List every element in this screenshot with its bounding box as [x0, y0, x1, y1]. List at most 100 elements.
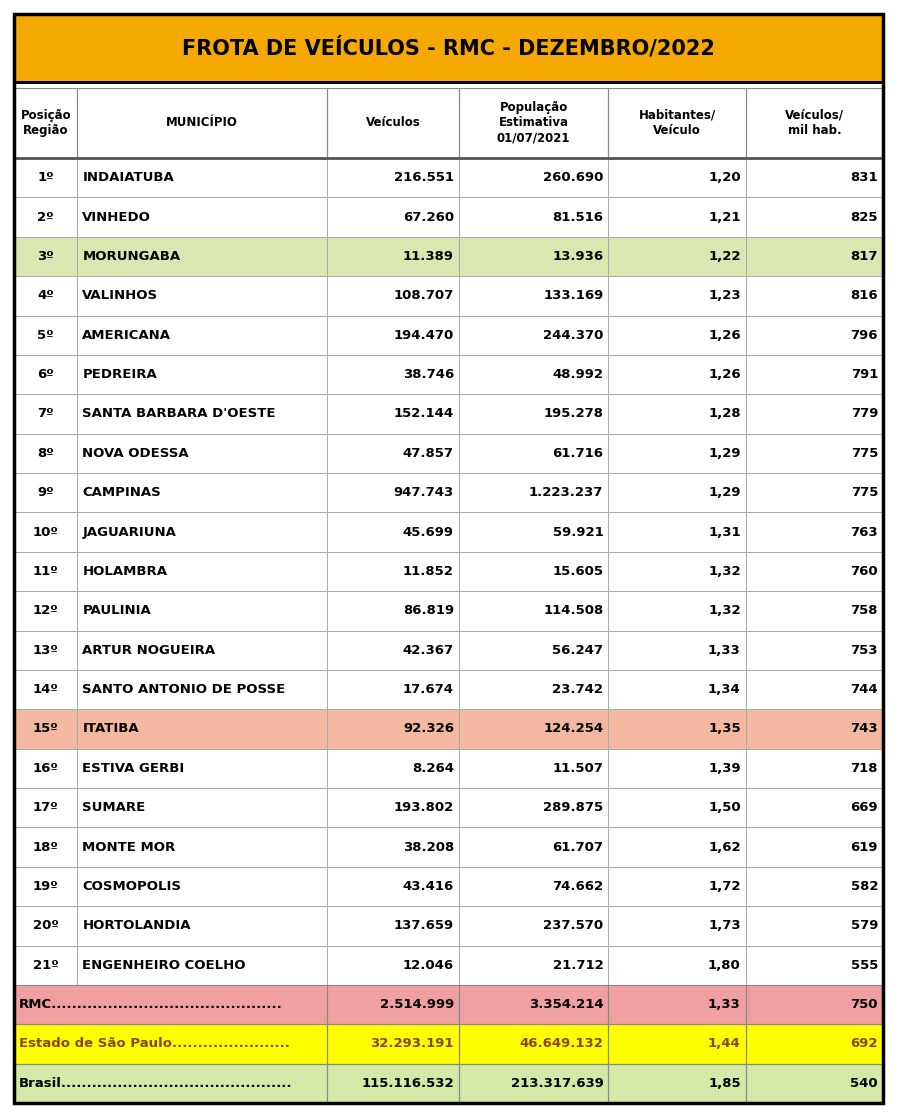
Text: 816: 816 [850, 289, 878, 303]
Bar [14, 198, 77, 237]
Text: SUMARE: SUMARE [83, 801, 145, 814]
Bar [77, 709, 327, 748]
Bar [14, 472, 77, 513]
Bar [745, 906, 883, 945]
Bar [459, 867, 608, 906]
Text: 760: 760 [850, 565, 878, 577]
Bar [14, 906, 77, 945]
Bar [77, 157, 327, 198]
Bar [14, 630, 77, 670]
Bar [608, 748, 745, 787]
Bar [459, 552, 608, 591]
Bar [608, 787, 745, 828]
Text: 17º: 17º [33, 801, 58, 814]
Text: 8º: 8º [38, 447, 54, 460]
Text: 11.507: 11.507 [553, 762, 604, 775]
Text: 32.293.191: 32.293.191 [370, 1038, 454, 1050]
Text: SANTA BARBARA D'OESTE: SANTA BARBARA D'OESTE [83, 408, 276, 420]
Bar [745, 198, 883, 237]
Bar [745, 88, 883, 157]
Text: 1,21: 1,21 [709, 211, 741, 223]
Bar [77, 748, 327, 787]
Bar [745, 315, 883, 355]
Bar [459, 985, 608, 1024]
Bar [14, 513, 77, 552]
Text: 108.707: 108.707 [394, 289, 454, 303]
Bar [77, 828, 327, 867]
Bar [77, 276, 327, 315]
Bar [327, 867, 459, 906]
Bar [459, 237, 608, 276]
Bar [14, 867, 77, 906]
Text: PEDREIRA: PEDREIRA [83, 369, 157, 381]
Bar [608, 198, 745, 237]
Text: VALINHOS: VALINHOS [83, 289, 159, 303]
Text: 2.514.999: 2.514.999 [379, 999, 454, 1011]
Bar [745, 433, 883, 472]
Bar [77, 709, 327, 748]
Bar [77, 198, 327, 237]
Text: 1,29: 1,29 [709, 447, 741, 460]
Bar [14, 315, 77, 355]
Bar [608, 433, 745, 472]
Bar [608, 867, 745, 906]
Bar [745, 198, 883, 237]
Bar [608, 748, 745, 787]
Bar [14, 906, 77, 945]
Text: FROTA DE VEÍCULOS - RMC - DEZEMBRO/2022: FROTA DE VEÍCULOS - RMC - DEZEMBRO/2022 [182, 37, 715, 59]
Text: RMC.............................................: RMC.....................................… [19, 999, 283, 1011]
Text: 12.046: 12.046 [403, 958, 454, 972]
Text: 1,50: 1,50 [708, 801, 741, 814]
Bar [745, 355, 883, 394]
Text: 13º: 13º [33, 643, 58, 657]
Text: 1,28: 1,28 [708, 408, 741, 420]
Text: 216.551: 216.551 [394, 171, 454, 184]
Text: 744: 744 [850, 684, 878, 696]
Bar [608, 670, 745, 709]
Bar [327, 552, 459, 591]
Text: 289.875: 289.875 [544, 801, 604, 814]
Bar [327, 945, 459, 985]
Text: 775: 775 [850, 447, 878, 460]
Text: 43.416: 43.416 [403, 880, 454, 892]
Bar [14, 394, 77, 433]
Bar [14, 88, 77, 157]
Text: 1,20: 1,20 [708, 171, 741, 184]
Bar [77, 433, 327, 472]
Text: 1,34: 1,34 [708, 684, 741, 696]
Bar [459, 630, 608, 670]
Bar [14, 472, 77, 513]
Bar [14, 1063, 327, 1102]
Bar [327, 198, 459, 237]
Bar [745, 276, 883, 315]
Bar [745, 394, 883, 433]
Bar [745, 591, 883, 630]
Bar [14, 198, 77, 237]
Bar [14, 513, 77, 552]
Bar [745, 787, 883, 828]
Bar [608, 1024, 745, 1063]
Bar [327, 828, 459, 867]
Bar [459, 787, 608, 828]
Bar [459, 198, 608, 237]
Text: 21.712: 21.712 [553, 958, 604, 972]
Bar [327, 433, 459, 472]
Bar [745, 355, 883, 394]
Text: 718: 718 [850, 762, 878, 775]
Text: 194.470: 194.470 [394, 328, 454, 342]
Text: 1,26: 1,26 [708, 328, 741, 342]
Bar [608, 906, 745, 945]
Bar [608, 985, 745, 1024]
Text: 244.370: 244.370 [543, 328, 604, 342]
Bar [745, 1063, 883, 1102]
Bar [327, 985, 459, 1024]
Text: 796: 796 [850, 328, 878, 342]
Bar [459, 630, 608, 670]
Bar [608, 709, 745, 748]
Text: 20º: 20º [33, 919, 58, 933]
Bar [327, 945, 459, 985]
Text: 47.857: 47.857 [403, 447, 454, 460]
Bar [14, 433, 77, 472]
Text: 18º: 18º [33, 841, 58, 853]
Text: 86.819: 86.819 [403, 604, 454, 618]
